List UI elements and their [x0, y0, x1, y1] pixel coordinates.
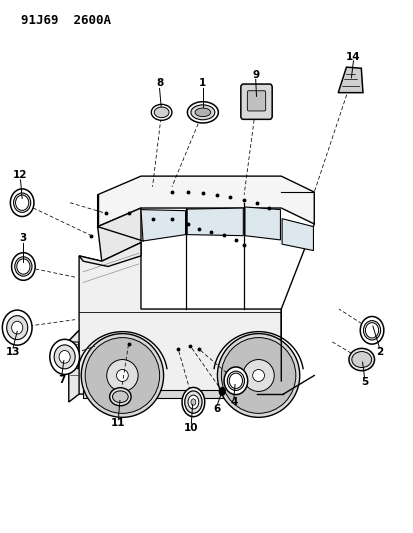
Ellipse shape	[359, 317, 383, 344]
Ellipse shape	[229, 373, 242, 389]
Polygon shape	[187, 208, 243, 236]
Ellipse shape	[182, 387, 204, 417]
Ellipse shape	[107, 360, 138, 391]
Text: 6: 6	[213, 404, 221, 414]
Ellipse shape	[54, 345, 75, 369]
Ellipse shape	[221, 337, 295, 414]
Circle shape	[218, 387, 225, 395]
Ellipse shape	[116, 369, 128, 382]
Ellipse shape	[2, 310, 32, 345]
Ellipse shape	[351, 352, 371, 368]
Ellipse shape	[7, 316, 28, 340]
Text: 4: 4	[230, 397, 237, 407]
Polygon shape	[97, 208, 141, 261]
Ellipse shape	[190, 399, 195, 405]
Ellipse shape	[10, 189, 34, 216]
Ellipse shape	[151, 104, 171, 120]
Ellipse shape	[187, 102, 218, 123]
Ellipse shape	[12, 321, 23, 334]
Ellipse shape	[184, 391, 202, 413]
Ellipse shape	[242, 360, 273, 391]
Ellipse shape	[12, 253, 35, 280]
Polygon shape	[141, 209, 185, 241]
Text: 9: 9	[252, 70, 259, 80]
Ellipse shape	[15, 257, 32, 276]
Text: 11: 11	[111, 418, 125, 429]
FancyBboxPatch shape	[69, 342, 78, 365]
Text: 14: 14	[345, 52, 360, 61]
Ellipse shape	[14, 193, 31, 212]
FancyBboxPatch shape	[83, 390, 268, 398]
Ellipse shape	[195, 108, 210, 117]
Text: 1: 1	[199, 78, 206, 88]
Text: 2: 2	[375, 346, 382, 357]
Text: 7: 7	[58, 375, 65, 385]
Polygon shape	[69, 243, 280, 394]
Ellipse shape	[223, 367, 247, 394]
Text: 10: 10	[184, 423, 198, 433]
Ellipse shape	[363, 321, 380, 340]
Ellipse shape	[50, 340, 79, 374]
FancyBboxPatch shape	[240, 84, 271, 119]
Ellipse shape	[190, 105, 214, 120]
Ellipse shape	[154, 107, 169, 118]
Polygon shape	[281, 219, 313, 251]
Text: 8: 8	[156, 78, 163, 88]
Text: 13: 13	[6, 346, 20, 357]
Ellipse shape	[109, 387, 131, 406]
Text: 5: 5	[360, 377, 367, 387]
Ellipse shape	[252, 369, 264, 382]
Text: 91J69  2600A: 91J69 2600A	[21, 14, 111, 27]
Ellipse shape	[16, 195, 28, 211]
Ellipse shape	[365, 322, 378, 338]
Polygon shape	[244, 207, 280, 240]
Ellipse shape	[59, 351, 70, 364]
Ellipse shape	[348, 349, 374, 370]
Text: 3: 3	[20, 233, 27, 244]
FancyBboxPatch shape	[247, 91, 265, 111]
Ellipse shape	[217, 334, 299, 417]
Ellipse shape	[17, 259, 30, 274]
Polygon shape	[79, 243, 141, 266]
Ellipse shape	[85, 337, 159, 414]
Polygon shape	[337, 67, 362, 93]
Text: 12: 12	[13, 170, 28, 180]
Ellipse shape	[227, 371, 244, 391]
Polygon shape	[97, 176, 313, 227]
Polygon shape	[69, 330, 79, 402]
Ellipse shape	[112, 391, 128, 402]
Ellipse shape	[188, 395, 198, 409]
Ellipse shape	[81, 334, 163, 417]
